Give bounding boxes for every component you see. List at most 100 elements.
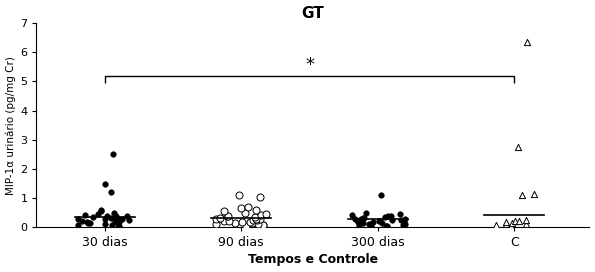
Point [367,224,376,228]
Point [381,224,390,228]
Point [350,217,360,222]
Point [387,218,397,222]
Point [211,222,221,226]
Point [115,224,124,228]
Point [220,219,229,224]
Text: *: * [305,56,314,74]
Point [515,219,524,223]
Point [395,212,405,216]
Point [252,218,261,222]
Point [234,193,244,197]
Point [74,223,83,227]
Point [359,215,368,220]
Point [511,219,520,224]
Point [93,212,102,216]
Point [223,214,233,218]
Point [368,220,377,224]
Point [397,218,406,222]
Point [125,218,134,222]
Point [359,221,368,226]
Point [97,209,107,214]
Point [361,211,371,215]
Point [237,220,247,224]
Point [256,213,265,217]
Point [245,220,255,224]
Point [258,223,268,227]
Point [517,193,527,197]
Title: GT: GT [302,5,324,21]
Point [215,216,225,220]
Point [250,215,259,219]
Point [261,212,271,216]
Point [96,208,106,212]
Point [248,218,258,222]
Point [112,215,121,220]
Point [347,213,357,217]
Point [356,217,366,221]
Point [375,219,385,224]
Point [383,214,393,218]
Point [123,214,132,219]
Point [376,193,386,197]
Point [230,221,239,225]
Point [107,190,116,194]
Y-axis label: MIP-1α urinário (pg/mg Cr): MIP-1α urinário (pg/mg Cr) [5,56,16,195]
Point [222,214,231,219]
Point [83,221,93,225]
Point [258,222,267,227]
Point [243,205,253,209]
Point [400,216,409,221]
Point [374,219,384,223]
Point [508,221,517,225]
Point [236,206,246,211]
Point [106,216,115,220]
Point [256,217,265,222]
Point [382,223,392,228]
Point [253,222,263,227]
Point [219,209,228,214]
Point [117,216,127,221]
Point [251,208,261,212]
Point [101,181,110,186]
Point [530,191,539,196]
Point [102,214,112,218]
Point [365,222,374,227]
Point [491,223,501,227]
Point [73,217,82,222]
Point [522,40,532,44]
Point [101,217,110,221]
Point [501,222,511,226]
Point [400,222,409,226]
Point [112,214,121,218]
Point [107,223,117,227]
Point [353,220,363,224]
Point [355,223,364,227]
Point [80,213,90,217]
Point [85,221,95,225]
Point [255,194,265,199]
Point [359,216,368,220]
Point [378,221,387,225]
Point [224,219,234,223]
Point [521,218,530,222]
Point [247,221,256,226]
Point [110,219,120,223]
Point [241,224,250,228]
Point [380,215,390,219]
Point [108,152,118,156]
Point [77,219,87,224]
Point [82,220,92,224]
Point [386,214,395,218]
Point [109,211,119,215]
Point [521,222,531,227]
Point [252,217,261,221]
Point [398,222,408,227]
Point [211,216,221,221]
Point [513,145,523,149]
Point [506,224,515,228]
Point [114,222,123,227]
Point [114,220,124,224]
Point [502,220,511,224]
Point [89,215,98,219]
Point [240,211,249,215]
